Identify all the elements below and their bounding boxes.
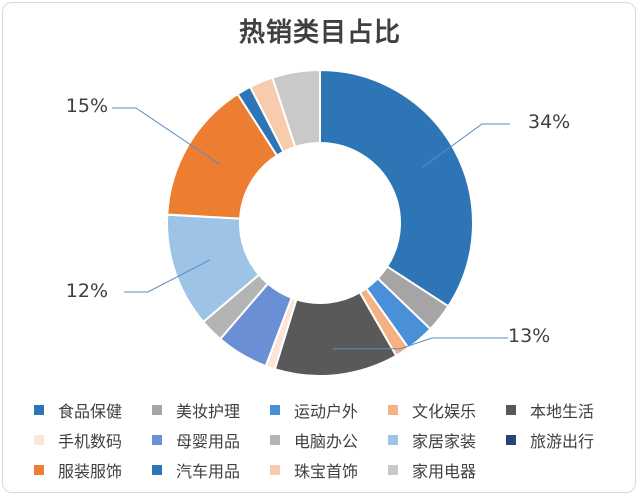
legend-item: 文化娱乐 bbox=[388, 398, 506, 422]
legend-label: 珠宝首饰 bbox=[294, 462, 359, 481]
legend-item: 电脑办公 bbox=[270, 428, 388, 452]
legend-label: 旅游出行 bbox=[530, 432, 595, 451]
legend-item: 家用电器 bbox=[388, 458, 506, 482]
legend-swatch bbox=[506, 435, 516, 445]
data-label-服装服饰: 15% bbox=[66, 95, 108, 117]
legend-swatch bbox=[388, 435, 398, 445]
legend-item: 家居家装 bbox=[388, 428, 506, 452]
legend-label: 服装服饰 bbox=[58, 462, 123, 481]
data-label-食品保健: 34% bbox=[528, 111, 570, 133]
leader-line-本地生活 bbox=[332, 337, 508, 350]
legend-label: 电脑办公 bbox=[294, 432, 359, 451]
leader-line-食品保健 bbox=[422, 123, 510, 168]
legend-item: 旅游出行 bbox=[506, 428, 624, 452]
legend-swatch bbox=[270, 465, 280, 475]
legend-item: 母婴用品 bbox=[152, 428, 270, 452]
legend-swatch bbox=[270, 405, 280, 415]
legend-swatch bbox=[152, 435, 162, 445]
legend-label: 食品保健 bbox=[58, 402, 123, 421]
legend-swatch bbox=[34, 405, 44, 415]
legend-swatch bbox=[270, 435, 280, 445]
legend-label: 运动户外 bbox=[294, 402, 359, 421]
legend-item: 手机数码 bbox=[34, 428, 152, 452]
leader-line-服装服饰 bbox=[112, 107, 220, 165]
legend-item: 美妆护理 bbox=[152, 398, 270, 422]
legend-swatch bbox=[506, 405, 516, 415]
legend-swatch bbox=[388, 405, 398, 415]
legend-label: 家用电器 bbox=[412, 462, 477, 481]
legend-swatch bbox=[388, 465, 398, 475]
legend-label: 美妆护理 bbox=[176, 402, 241, 421]
legend-item: 汽车用品 bbox=[152, 458, 270, 482]
legend-item: 食品保健 bbox=[34, 398, 152, 422]
chart-title: 热销类目占比 bbox=[238, 18, 401, 48]
legend-label: 母婴用品 bbox=[176, 432, 241, 451]
slice-食品保健 bbox=[319, 68, 474, 308]
legend-swatch bbox=[152, 405, 162, 415]
chart-legend: 食品保健 美妆护理 运动户外 文化娱乐 本地生活手机数码 母婴用品 电脑办公 家居家装 旅游出行… bbox=[34, 398, 624, 482]
leader-line-家居家装 bbox=[124, 259, 210, 293]
legend-swatch bbox=[34, 465, 44, 475]
legend-item: 服装服饰 bbox=[34, 458, 152, 482]
legend-item: 珠宝首饰 bbox=[270, 458, 388, 482]
legend-item: 运动户外 bbox=[270, 398, 388, 422]
legend-label: 本地生活 bbox=[530, 402, 595, 421]
legend-label: 手机数码 bbox=[58, 432, 123, 451]
slice-家用电器 bbox=[271, 68, 321, 149]
legend-label: 汽车用品 bbox=[176, 462, 241, 481]
legend-item: 本地生活 bbox=[506, 398, 624, 422]
data-label-本地生活: 13% bbox=[508, 325, 550, 347]
legend-swatch bbox=[152, 465, 162, 475]
data-label-家居家装: 12% bbox=[66, 280, 108, 302]
legend-label: 文化娱乐 bbox=[412, 402, 477, 421]
legend-label: 家居家装 bbox=[412, 432, 477, 451]
legend-swatch bbox=[34, 435, 44, 445]
